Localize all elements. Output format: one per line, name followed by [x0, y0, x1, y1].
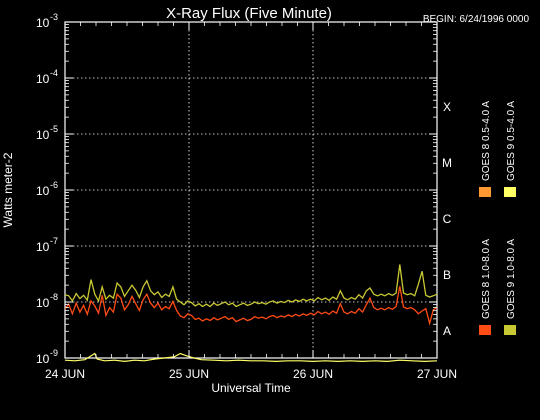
y-tick-label: 10 [36, 72, 50, 86]
series-layer [64, 264, 438, 363]
y-tick-label: 10 [36, 240, 50, 254]
legend-label: GOES 9 0.5-4.0 A [506, 101, 517, 181]
y-tick-label: 10 [36, 296, 50, 310]
chart-title: X-Ray Flux (Five Minute) [166, 5, 332, 22]
flare-class-label: B [443, 268, 451, 282]
y-tick-exponent: -7 [50, 236, 58, 246]
y-tick-exponent: -5 [50, 124, 58, 134]
axis-layer: 10-310-410-510-610-710-810 -924 JUN 25 JUN… [36, 12, 457, 381]
y-tick-exponent: -9 [50, 348, 58, 358]
x-tick-label: 26 JUN [293, 367, 333, 381]
y-tick-exponent: -6 [50, 180, 58, 190]
x-axis-label: Universal Time [211, 381, 291, 395]
x-tick-label: 24 JUN [45, 367, 85, 381]
series-line-2 [64, 264, 438, 308]
flare-class-label: C [443, 212, 452, 226]
flare-class-label: M [442, 156, 452, 170]
y-tick-label: 10 [36, 128, 50, 142]
x-tick-label: 25 JUN [169, 367, 209, 381]
legend-label: GOES 8 0.5-4.0 A [481, 101, 492, 181]
legend-label: GOES 8 1.0-8.0 A [481, 239, 492, 319]
y-axis-label: Watts meter-2 [1, 152, 15, 227]
begin-label: BEGIN: 6/24/1996 0000 [423, 14, 530, 25]
legend-swatch [479, 187, 491, 197]
series-line-0 [64, 286, 438, 326]
legend-swatch [504, 187, 516, 197]
series-line-3 [64, 352, 438, 363]
legend-swatch [504, 325, 516, 335]
flare-class-label: A [443, 324, 451, 338]
y-tick-label: 10 [36, 352, 50, 366]
legend-layer: GOES 8 1.0-8.0 A GOES 8 0.5-4.0 A GOES 9 1… [479, 101, 517, 335]
legend-label: GOES 9 1.0-8.0 A [506, 239, 517, 319]
legend-swatch [479, 325, 491, 335]
y-tick-label: 10 [36, 184, 50, 198]
y-tick-exponent: -4 [50, 68, 58, 78]
flare-class-label: X [443, 100, 451, 114]
x-tick-label: 27 JUN [417, 367, 457, 381]
y-tick-exponent: -8 [50, 292, 58, 302]
y-tick-exponent: -3 [50, 12, 58, 22]
y-tick-label: 10 [36, 16, 50, 30]
